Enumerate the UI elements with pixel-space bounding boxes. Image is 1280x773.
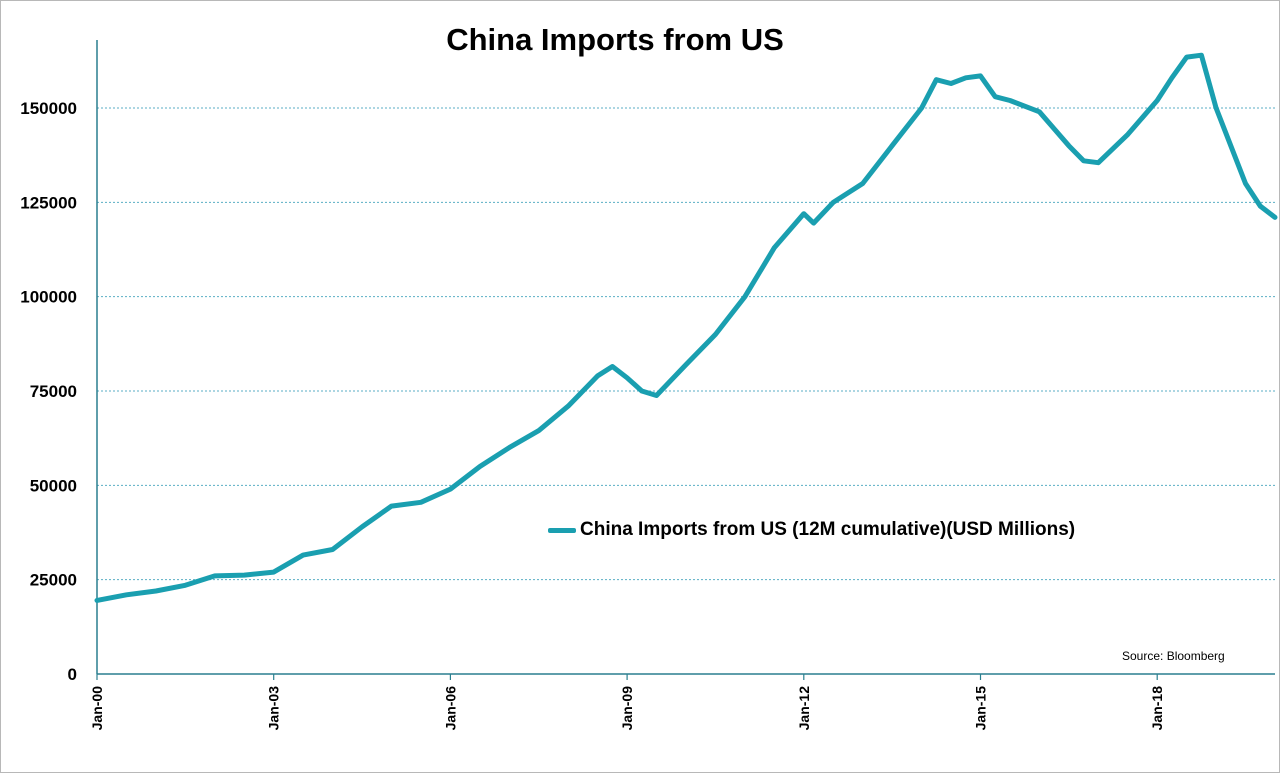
x-tick-label: Jan-18 — [1149, 686, 1165, 731]
chart-title: China Imports from US — [446, 22, 784, 57]
gridlines — [97, 107, 1275, 581]
legend-swatch — [548, 527, 576, 533]
y-tick-label: 75000 — [30, 382, 77, 401]
y-tick-label: 50000 — [30, 476, 77, 495]
y-tick-label: 150000 — [20, 99, 77, 118]
source-note: Source: Bloomberg — [1122, 649, 1225, 663]
x-tick-labels: Jan-00 Jan-03 Jan-06 Jan-09 Jan-12 Jan-15 Jan-… — [89, 686, 1165, 731]
y-tick-label: 25000 — [30, 571, 77, 590]
x-tick-label: Jan-06 — [442, 686, 458, 731]
legend-label: China Imports from US (12M cumulative)(U… — [580, 519, 1076, 540]
x-tick-label: Jan-03 — [266, 686, 282, 731]
x-tick-label: Jan-00 — [89, 686, 105, 731]
axes — [96, 40, 1275, 680]
x-tick-label: Jan-15 — [973, 686, 989, 731]
y-tick-label: 0 — [68, 665, 77, 684]
y-tick-labels: 0 25000 50000 75000 100000 125000 150000 — [20, 99, 77, 684]
series-line — [94, 52, 1278, 603]
y-tick-label: 100000 — [20, 288, 77, 307]
series-lines — [94, 52, 1278, 603]
x-tick-label: Jan-09 — [619, 686, 635, 731]
legend: China Imports from US (12M cumulative)(U… — [548, 519, 1075, 541]
x-tick-label: Jan-12 — [796, 686, 812, 731]
y-tick-label: 125000 — [20, 193, 77, 212]
